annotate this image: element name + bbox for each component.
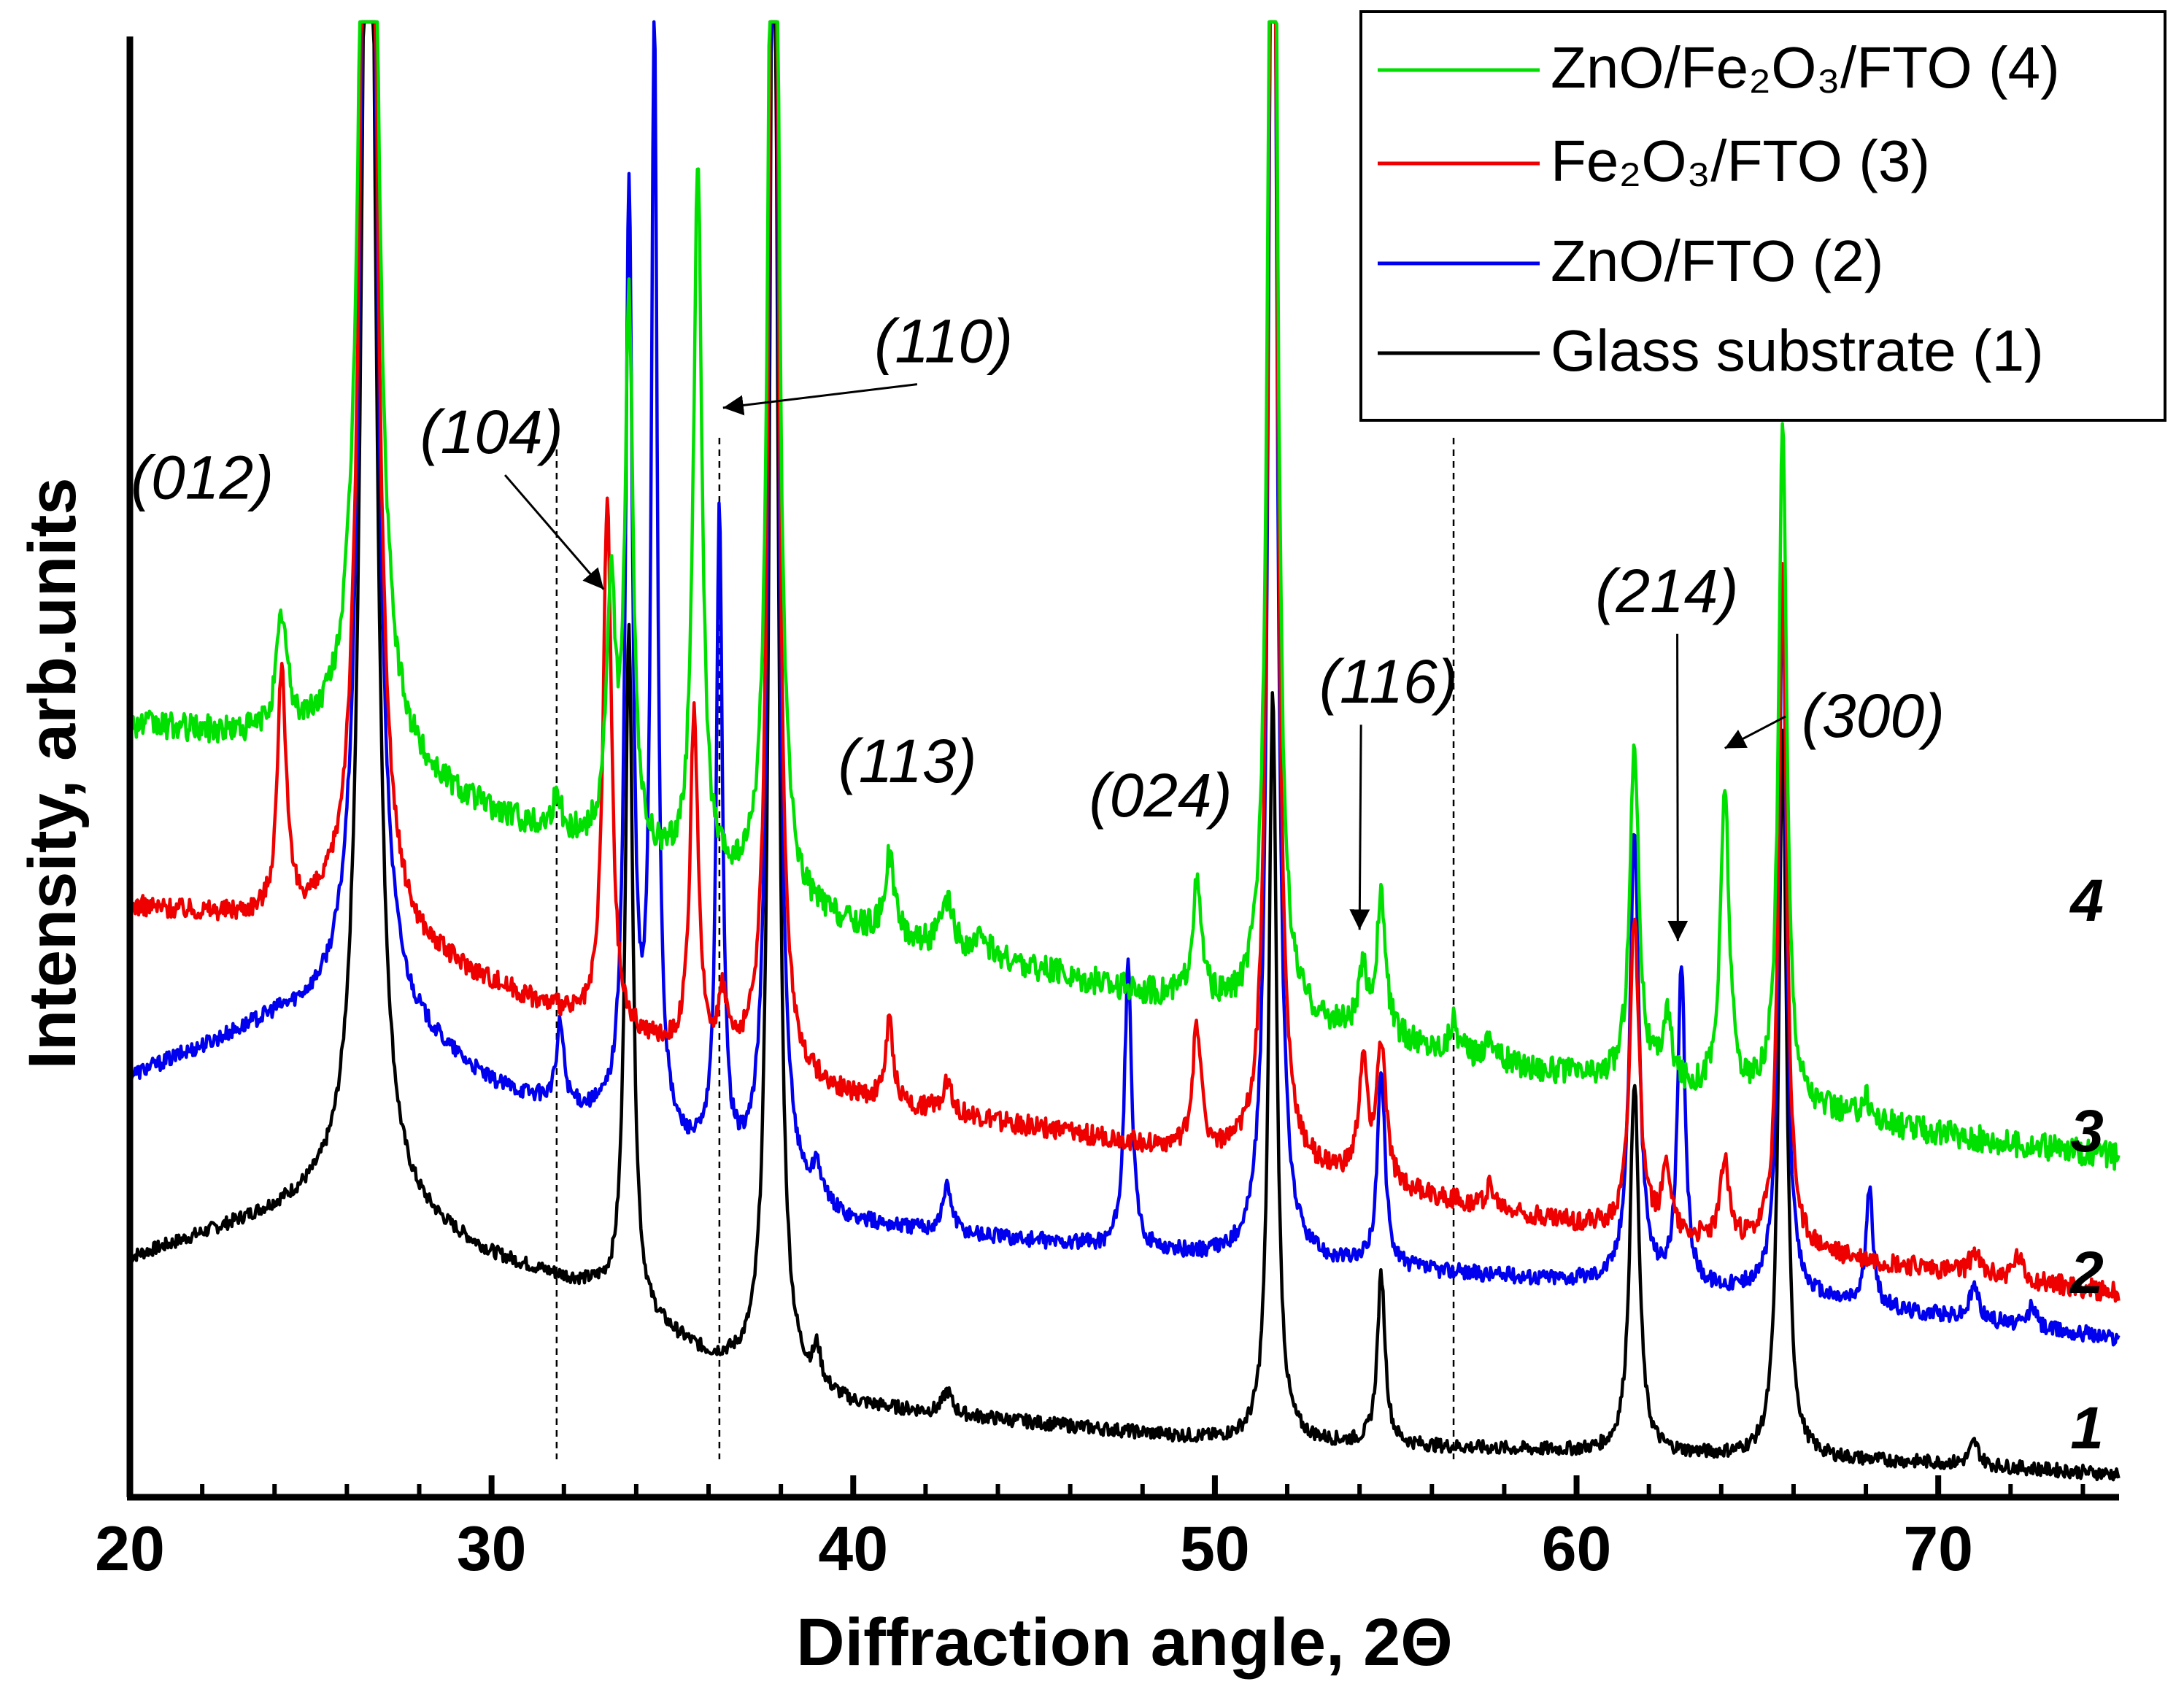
x-tick-label-30: 30: [457, 1514, 527, 1584]
x-tick-label-70: 70: [1903, 1514, 1973, 1584]
x-axis-label: Diffraction angle, 2Θ: [796, 1605, 1453, 1680]
x-tick-label-50: 50: [1180, 1514, 1250, 1584]
x-axis-ticks: [127, 1475, 2085, 1497]
curve-number-1: 1: [2070, 1395, 2104, 1461]
peak-arrow-2: [722, 383, 918, 416]
peak-label-012: (012): [131, 443, 274, 511]
legend-label-3: Fe₂O₃/FTO (3): [1551, 128, 1930, 193]
axes: [126, 36, 2119, 1501]
curve-numbers: 4 3 2 1: [2069, 868, 2104, 1461]
legend: ZnO/Fe₂O₃/FTO (4) Fe₂O₃/FTO (3) ZnO/FTO (2…: [1359, 10, 2166, 422]
legend-label-2: ZnO/FTO (2): [1551, 228, 1883, 293]
x-tick-label-20: 20: [95, 1514, 165, 1584]
x-axis-tick-labels: 20 30 40 50 60 70: [95, 1514, 1973, 1584]
peak-label-116: (116): [1319, 647, 1458, 716]
peak-arrow-5: [1349, 725, 1370, 930]
peak-label-214: (214): [1595, 557, 1738, 625]
series-line-3: [128, 20, 2121, 1303]
peak-label-024: (024): [1089, 761, 1232, 830]
peak-label-300: (300): [1802, 681, 1945, 750]
peak-label-113: (113): [838, 727, 977, 795]
peak-arrow-1: [503, 474, 605, 590]
x-tick-label-60: 60: [1542, 1514, 1612, 1584]
curve-number-2: 2: [2069, 1240, 2104, 1306]
series-line-1: [128, 20, 2121, 1482]
legend-label-1: Glass substrate (1): [1551, 318, 2044, 383]
legend-label-4: ZnO/Fe₂O₃/FTO (4): [1551, 35, 2060, 100]
peak-label-104: (104): [420, 398, 563, 466]
data-curves: [128, 20, 2121, 1482]
series-line-4: [128, 20, 2121, 1171]
peak-label-110: (110): [874, 307, 1013, 376]
x-tick-label-40: 40: [818, 1514, 888, 1584]
peak-annotations: (012) (104) (110) (113) (024) (116) (214) (300): [131, 307, 1945, 941]
peak-arrow-7: [1724, 715, 1786, 749]
y-axis-label: Intensity, arb.units: [15, 477, 90, 1069]
curve-number-3: 3: [2070, 1098, 2104, 1165]
curve-number-4: 4: [2069, 868, 2104, 934]
